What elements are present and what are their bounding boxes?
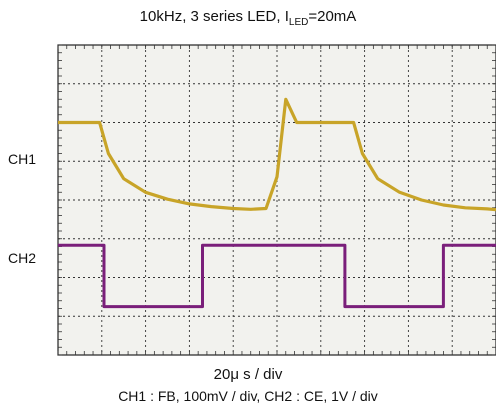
ch1-label: CH1 [8,151,37,167]
x-axis-label: 20μ s / div [213,366,283,383]
chart-title: 10kHz, 3 series LED, ILED=20mA [0,8,496,28]
traces [58,97,496,309]
title-subscript: LED [288,17,309,28]
trace-ch2 [58,243,496,309]
channel-settings-caption: CH1 : FB, 100mV / div, CH2 : CE, 1V / di… [118,388,378,404]
title-suffix: =20mA [308,8,357,25]
trace-ch1 [58,97,496,212]
ch2-label: CH2 [8,250,37,266]
title-prefix: 10kHz, 3 series LED, I [139,8,289,25]
